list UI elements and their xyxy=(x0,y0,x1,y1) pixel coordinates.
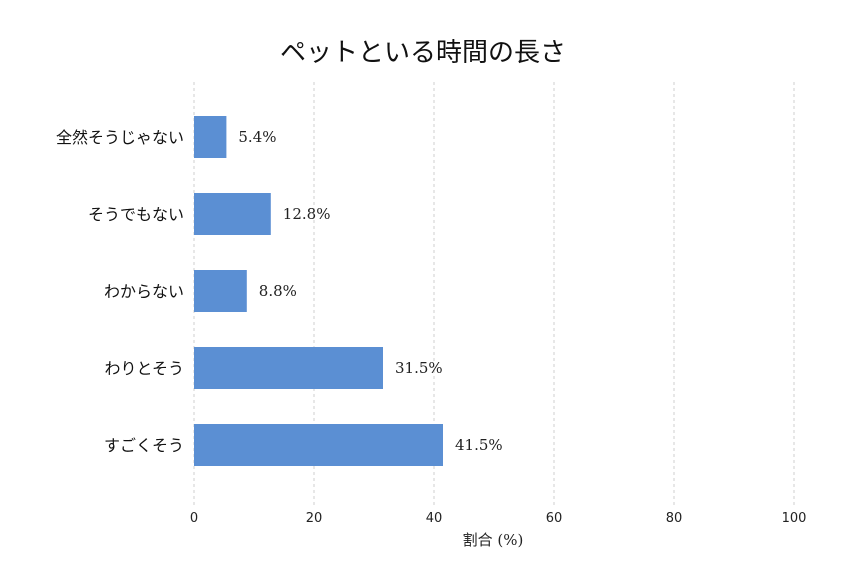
x-tick-label: 0 xyxy=(190,511,198,526)
value-label: 8.8% xyxy=(259,282,297,300)
category-label: わりとそう xyxy=(104,359,184,378)
category-label: そうでもない xyxy=(88,205,184,224)
bars xyxy=(194,116,443,466)
category-label: 全然そうじゃない xyxy=(56,128,184,147)
bar xyxy=(194,193,271,235)
x-tick-label: 60 xyxy=(546,511,563,526)
category-label: すごくそう xyxy=(104,436,184,455)
chart-title: ペットといる時間の長さ xyxy=(280,38,566,68)
value-label: 12.8% xyxy=(283,205,331,223)
bar xyxy=(194,347,383,389)
x-tick-label: 40 xyxy=(426,511,443,526)
value-label: 41.5% xyxy=(455,436,503,454)
bar xyxy=(194,270,247,312)
labels: 0 20 40 60 80 100 全然そうじゃない 5.4% そうでもない 12.8% わからない… xyxy=(56,128,806,526)
bar xyxy=(194,116,227,158)
x-axis-label: 割合 (%) xyxy=(463,531,524,549)
x-tick-label: 100 xyxy=(782,511,807,526)
x-tick-label: 20 xyxy=(306,511,323,526)
bar xyxy=(194,424,443,466)
category-label: わからない xyxy=(104,282,184,301)
value-label: 31.5% xyxy=(395,359,443,377)
x-tick-label: 80 xyxy=(666,511,683,526)
value-label: 5.4% xyxy=(238,128,276,146)
